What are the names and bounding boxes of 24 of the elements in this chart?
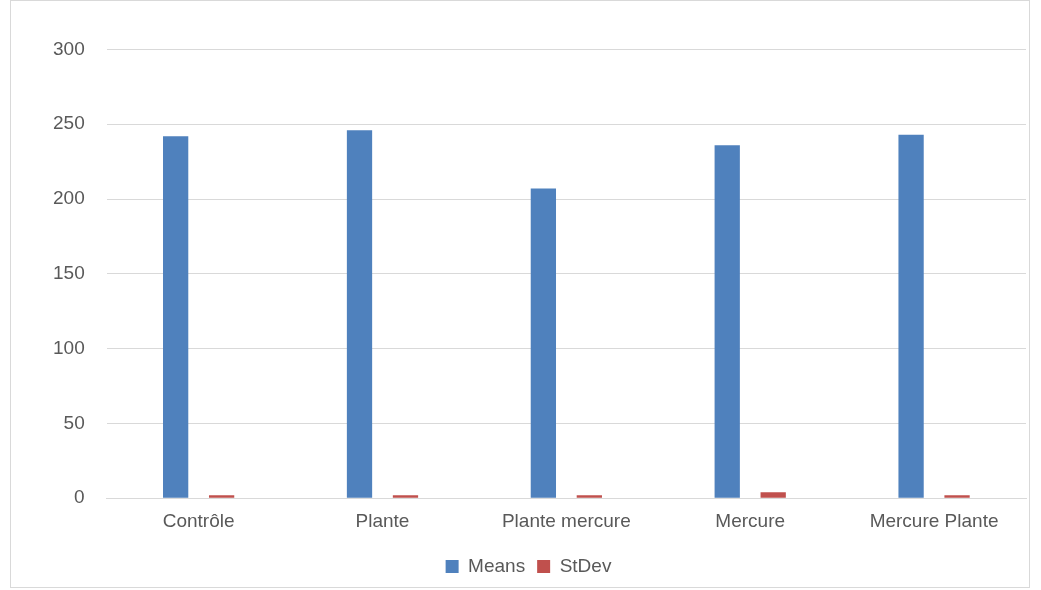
legend-label: StDev xyxy=(559,554,612,576)
bar xyxy=(898,134,924,498)
bar xyxy=(346,130,373,498)
bar xyxy=(163,136,189,498)
y-tick-label: 200 xyxy=(53,187,85,209)
x-tick-label: Plante mercure xyxy=(501,509,631,531)
x-tick-label: Mercure Plante xyxy=(869,509,999,531)
x-tick-label: Contrôle xyxy=(162,509,235,531)
x-tick-label: Mercure xyxy=(715,509,786,531)
bar xyxy=(530,188,557,498)
x-tick-label: Plante xyxy=(355,509,410,531)
bar xyxy=(392,495,419,498)
y-tick-label: 0 xyxy=(74,486,85,508)
bar xyxy=(760,492,786,498)
legend-label: Means xyxy=(468,554,526,576)
y-tick-label: 50 xyxy=(63,411,85,433)
y-tick-label: 100 xyxy=(53,336,85,358)
y-tick-label: 250 xyxy=(53,112,85,134)
bar xyxy=(944,495,970,498)
bar xyxy=(208,495,235,498)
y-tick-label: 150 xyxy=(53,262,85,284)
y-tick-label: 300 xyxy=(53,37,85,59)
bar xyxy=(576,495,602,498)
bar xyxy=(714,145,740,498)
